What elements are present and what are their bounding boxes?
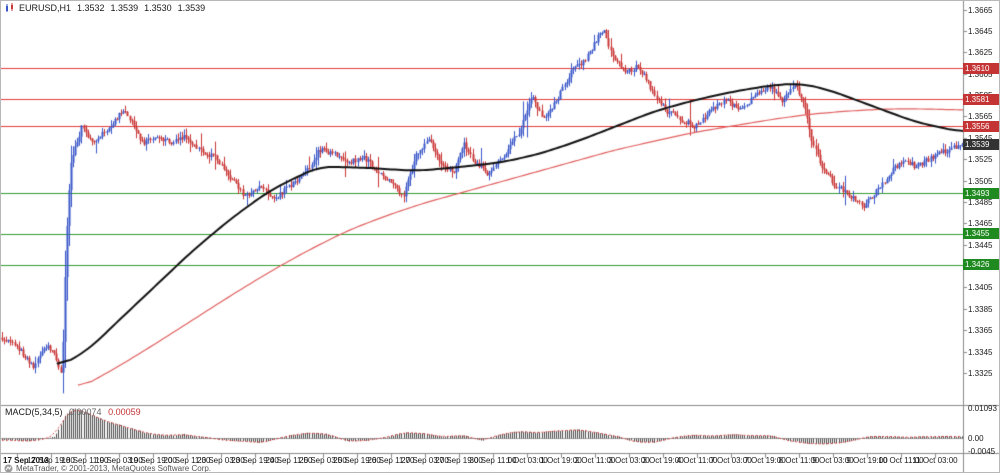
price-tick-label: 1.3405 <box>968 283 993 293</box>
resistance-price-badge: 1.3610 <box>963 62 999 74</box>
time-axis-label: 4 Oct 11:00 <box>676 456 718 465</box>
time-axis-label: 19 Sep 03:00 <box>95 456 143 465</box>
time-axis-label: 17 Sep 2013 <box>3 456 49 465</box>
resistance-price-badge: 1.3556 <box>963 120 999 132</box>
time-axis-label: 23 Sep 19:00 <box>231 456 279 465</box>
time-axis-label: 8 Oct 11:00 <box>778 456 820 465</box>
low-value: 1.3530 <box>144 3 172 13</box>
copyright-text: MetaTrader, © 2001-2013, MetaQuotes Soft… <box>16 464 212 473</box>
chart-title: EURUSD,H1 1.3532 1.3539 1.3530 1.3539 <box>5 3 207 13</box>
candlestick-chart-icon <box>6 3 13 12</box>
time-axis-label: 1 Oct 03:00 <box>506 456 548 465</box>
price-axis[interactable]: 1.36651.36451.36251.36051.35851.35651.35… <box>962 1 999 472</box>
price-tick-label: 1.3325 <box>968 368 993 378</box>
support-price-badge: 1.3426 <box>963 259 999 271</box>
time-axis-label: 3 Oct 19:00 <box>642 456 684 465</box>
time-axis-label: 1 Oct 19:00 <box>540 456 582 465</box>
indicator-name: MACD(5,34,5) <box>5 407 63 417</box>
time-axis-label: 7 Oct 03:00 <box>710 456 752 465</box>
price-tick-label: 1.3465 <box>968 219 993 229</box>
high-value: 1.3539 <box>110 3 139 13</box>
time-axis-label: 18 Sep 11:00 <box>61 456 109 465</box>
metatrader-logo-icon <box>4 464 13 472</box>
support-price-badge: 1.3455 <box>963 228 999 240</box>
time-axis-label: 24 Sep 11:00 <box>265 456 313 465</box>
time-axis-label: 10 Oct 11:00 <box>878 456 924 465</box>
price-tick-label: 1.3525 <box>968 155 993 165</box>
macd-tick-label: 0.01093 <box>968 404 997 413</box>
time-axis-label: 25 Sep 03:00 <box>299 456 347 465</box>
time-axis-label: 9 Oct 03:00 <box>812 456 854 465</box>
macd-tick-label: 0.00 <box>968 434 984 444</box>
time-axis-label: 9 Oct 19:00 <box>846 456 888 465</box>
time-axis-label: 26 Sep 11:00 <box>367 456 415 465</box>
time-axis-label: 17 Sep 19:00 <box>27 456 75 465</box>
indicator-label: MACD(5,34,5) 0.00074 0.00059 <box>5 407 141 417</box>
time-axis[interactable]: 17 Sep 2013 17 Sep 19:00 18 Sep 11:00 19 Se… <box>1 454 963 472</box>
price-tick-label: 1.3365 <box>968 326 993 336</box>
price-tick-label: 1.3645 <box>968 26 993 36</box>
copyright: MetaTrader, © 2001-2013, MetaQuotes Soft… <box>4 464 212 473</box>
indicator-signal-value: 0.00059 <box>108 407 141 417</box>
current-price-badge: 1.3539 <box>963 138 999 150</box>
time-axis-label: 27 Sep 03:00 <box>401 456 449 465</box>
indicator-main-value: 0.00074 <box>69 407 102 417</box>
open-value: 1.3532 <box>77 3 105 13</box>
support-price-badge: 1.3493 <box>963 187 999 199</box>
resistance-price-badge: 1.3581 <box>963 93 999 105</box>
macd-tick-label: -0.0045 <box>968 447 996 456</box>
price-tick-label: 1.3605 <box>968 69 993 79</box>
symbol-timeframe-label: EURUSD,H1 <box>19 3 72 13</box>
close-value: 1.3539 <box>177 3 206 13</box>
price-tick-label: 1.3545 <box>968 134 992 143</box>
price-tick-label: 1.3385 <box>968 304 993 314</box>
price-tick-label: 1.3565 <box>968 112 993 122</box>
time-axis-label: 23 Sep 03:00 <box>197 456 245 465</box>
price-tick-label: 1.3625 <box>968 48 993 58</box>
time-axis-label: 11 Oct 03:00 <box>912 456 958 465</box>
time-axis-label: 27 Sep 19:00 <box>435 456 483 465</box>
time-axis-label: 3 Oct 03:00 <box>608 456 650 465</box>
price-tick-label: 1.3345 <box>968 347 993 357</box>
time-axis-label: 20 Sep 11:00 <box>163 456 211 465</box>
price-tick-label: 1.3665 <box>968 5 993 15</box>
time-axis-label: 30 Sep 11:00 <box>469 456 517 465</box>
price-tick-label: 1.3485 <box>968 197 993 207</box>
time-axis-label: 25 Sep 19:00 <box>333 456 381 465</box>
price-tick-label: 1.3505 <box>968 176 993 186</box>
time-axis-label: 7 Oct 19:00 <box>744 456 786 465</box>
time-axis-label: 19 Sep 19:00 <box>129 456 177 465</box>
time-axis-label: 2 Oct 11:00 <box>574 456 616 465</box>
price-tick-label: 1.3445 <box>968 240 993 250</box>
